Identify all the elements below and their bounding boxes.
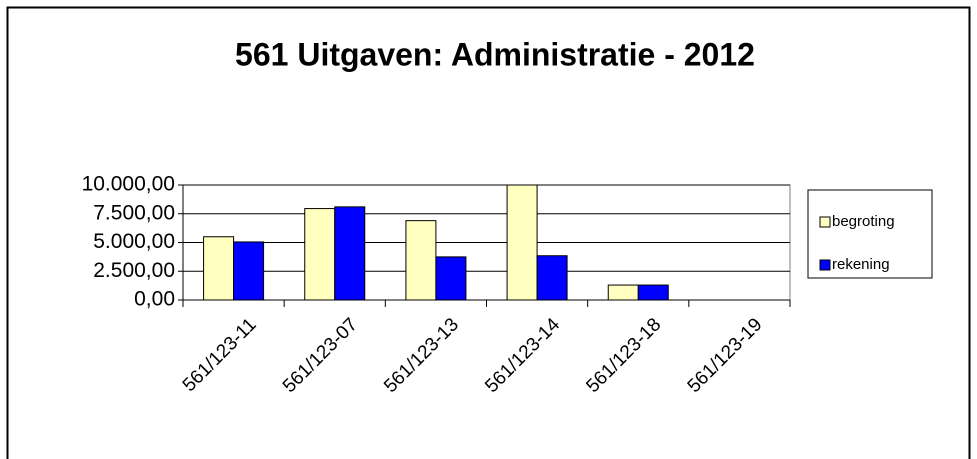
- y-tick-label: 2.500,00: [93, 259, 175, 282]
- bar: [405, 220, 437, 301]
- y-tick-label: 7.500,00: [93, 201, 175, 224]
- bar: [304, 208, 336, 301]
- legend-swatch: [819, 216, 831, 228]
- chart-title: 561 Uitgaven: Administratie - 2012: [235, 36, 755, 72]
- legend-label: rekening: [832, 256, 890, 273]
- y-tick-label: 10.000,00: [82, 173, 175, 196]
- y-tick-label: 0,00: [134, 288, 175, 311]
- bar: [233, 241, 265, 301]
- bar: [203, 236, 235, 301]
- legend-swatch: [819, 259, 831, 271]
- y-tick-label: 5.000,00: [93, 230, 175, 253]
- bar: [607, 284, 639, 301]
- bar: [536, 255, 568, 301]
- bar: [506, 184, 538, 301]
- legend-label: begroting: [832, 213, 895, 230]
- bar: [334, 206, 366, 301]
- bar: [435, 256, 467, 301]
- bar: [637, 284, 669, 301]
